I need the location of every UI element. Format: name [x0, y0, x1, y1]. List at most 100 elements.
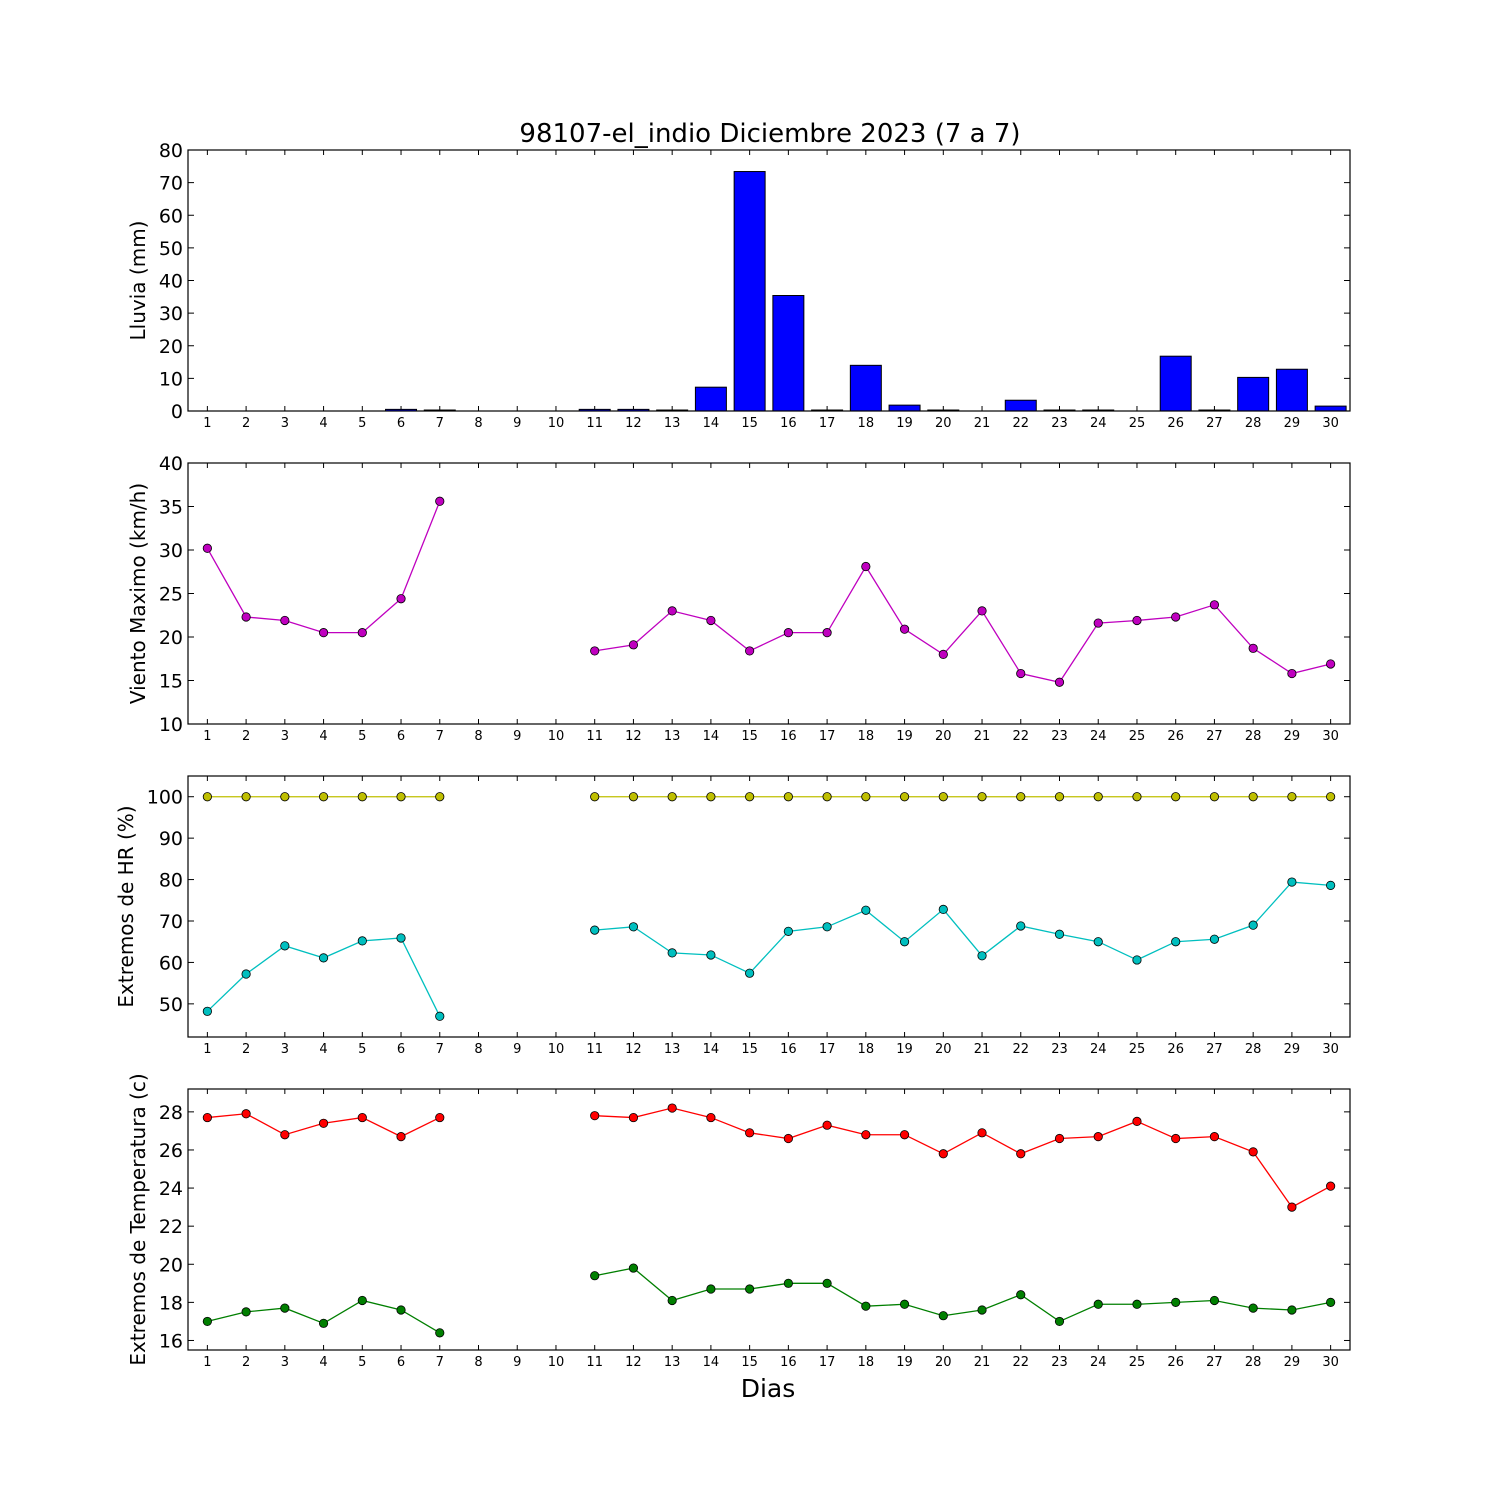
y-tick-label: 80 [159, 140, 183, 162]
panel-1: 1 2 3 4 5 6 7 8 9 10 11 12 13 14 15 16 17 18 19 20 21 22 23 24 2… [126, 140, 1351, 431]
data-point [396, 1132, 406, 1142]
y-tick-label: 26 [159, 1140, 183, 1162]
plot-frame [187, 149, 1351, 412]
data-point [1248, 1147, 1258, 1157]
x-tick-label: 25 [1129, 1042, 1146, 1057]
x-tick-label: 27 [1206, 1355, 1223, 1370]
x-tick-label: 17 [819, 1355, 836, 1370]
bar [694, 386, 727, 412]
x-tick-label: 12 [625, 1355, 642, 1370]
data-point [1209, 1295, 1220, 1306]
x-tick-label: 29 [1284, 1042, 1301, 1057]
y-tick-label: 10 [159, 368, 183, 390]
data-point [977, 606, 987, 616]
x-tick-label: 8 [474, 729, 482, 744]
data-point [1132, 615, 1142, 626]
data-point [861, 905, 871, 915]
x-tick-label: 28 [1245, 416, 1262, 431]
data-point [280, 792, 290, 802]
x-tick-label: 23 [1051, 729, 1068, 744]
data-point [706, 1112, 716, 1123]
x-tick-label: 26 [1167, 1355, 1184, 1370]
data-point [1326, 1181, 1336, 1191]
x-tick-label: 7 [436, 1355, 444, 1370]
x-tick-label: 9 [513, 1355, 521, 1370]
series-line [594, 565, 1331, 683]
x-tick-label: 10 [548, 729, 565, 744]
x-tick-label: 1 [203, 1355, 211, 1370]
plot-frame [187, 775, 1351, 1038]
x-tick-label: 18 [858, 1355, 875, 1370]
data-point [822, 922, 832, 932]
data-point [435, 496, 445, 506]
data-point [1209, 1132, 1220, 1142]
data-point [1016, 792, 1026, 802]
y-tick-label: 50 [159, 238, 183, 260]
data-point [977, 1128, 987, 1138]
x-tick-label: 4 [319, 1355, 327, 1370]
chart-title: 98107-el_indio Diciembre 2023 (7 a 7) [519, 119, 1020, 149]
data-point [1326, 1297, 1336, 1307]
x-tick-label: 18 [858, 416, 875, 431]
bar [1237, 376, 1270, 412]
x-tick-label: 8 [474, 1042, 482, 1057]
data-point [590, 792, 600, 802]
x-tick-label: 25 [1129, 1355, 1146, 1370]
plot-frame [187, 462, 1351, 725]
x-tick-label: 27 [1206, 416, 1223, 431]
x-tick-label: 3 [281, 729, 289, 744]
data-point [318, 792, 329, 802]
data-point [899, 1130, 910, 1140]
x-tick-label: 19 [896, 1355, 913, 1370]
x-tick-label: 22 [1012, 416, 1029, 431]
data-point [899, 1299, 910, 1309]
x-tick-label: 29 [1284, 1355, 1301, 1370]
x-tick-label: 20 [935, 1042, 952, 1057]
y-tick-label: 16 [159, 1330, 183, 1352]
x-tick-label: 6 [397, 729, 405, 744]
data-point [241, 612, 251, 622]
x-tick-label: 7 [436, 1042, 444, 1057]
data-point [861, 792, 871, 802]
data-point [1016, 668, 1026, 679]
data-point [745, 1284, 755, 1294]
data-point [1326, 792, 1336, 802]
x-tick-label: 4 [319, 416, 327, 431]
data-point [357, 628, 367, 638]
data-point [667, 948, 677, 958]
data-point [357, 1295, 367, 1306]
data-point [241, 1307, 251, 1317]
x-tick-label: 21 [974, 416, 991, 431]
data-point [745, 968, 755, 978]
data-point [938, 904, 948, 915]
data-point [938, 792, 948, 802]
x-tick-label: 5 [358, 1355, 366, 1370]
x-tick-label: 15 [741, 1042, 758, 1057]
y-tick-label: 18 [159, 1292, 183, 1314]
data-point [822, 1120, 832, 1130]
x-tick-label: 30 [1322, 1355, 1339, 1370]
y-tick-label: 20 [159, 627, 183, 649]
x-tick-label: 10 [548, 416, 565, 431]
data-point [318, 1318, 329, 1328]
data-point [861, 1130, 871, 1140]
data-point [1054, 1316, 1065, 1327]
data-point [745, 646, 755, 656]
data-point [1209, 934, 1220, 944]
data-point [202, 1316, 212, 1327]
data-point [241, 1109, 251, 1119]
data-point [1171, 1297, 1181, 1307]
data-point [280, 941, 290, 951]
x-tick-label: 22 [1012, 1042, 1029, 1057]
x-tick-label: 21 [974, 729, 991, 744]
data-point [1171, 612, 1181, 622]
x-tick-label: 19 [896, 416, 913, 431]
data-point [318, 628, 329, 638]
y-tick-label: 30 [159, 540, 183, 562]
x-tick-label: 13 [664, 729, 681, 744]
x-tick-label: 11 [586, 729, 603, 744]
y-tick-label: 10 [159, 714, 183, 736]
x-tick-label: 22 [1012, 729, 1029, 744]
data-point [628, 922, 639, 932]
